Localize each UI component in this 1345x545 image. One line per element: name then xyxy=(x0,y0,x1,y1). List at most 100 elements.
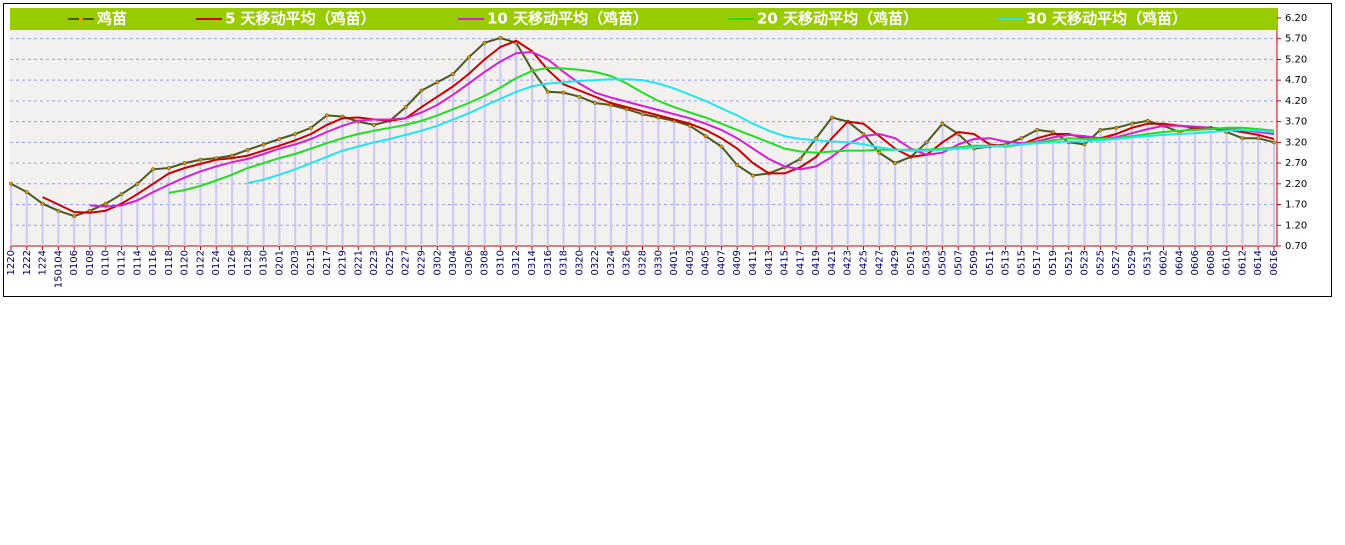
bar xyxy=(499,37,502,247)
x-tick-label: 0531 xyxy=(1143,250,1154,275)
bar xyxy=(120,194,123,246)
point-marker xyxy=(703,134,708,139)
bar xyxy=(88,210,91,246)
point-marker xyxy=(309,125,313,130)
point-marker xyxy=(72,214,77,219)
point-marker xyxy=(277,137,282,141)
point-marker xyxy=(482,40,487,45)
bar xyxy=(215,158,218,246)
bar xyxy=(1225,131,1228,246)
x-tick-label: 0110 xyxy=(101,250,112,275)
x-tick-label: 1220 xyxy=(6,250,17,275)
point-marker xyxy=(198,157,203,162)
x-tick-label: 0120 xyxy=(180,250,191,275)
x-tick-label: 0612 xyxy=(1237,250,1248,275)
bar xyxy=(1083,144,1086,246)
x-tick-label: 0322 xyxy=(590,250,601,275)
x-tick-label: 0221 xyxy=(353,250,364,275)
bar xyxy=(104,203,107,246)
bar xyxy=(167,168,170,246)
bar xyxy=(57,210,60,246)
x-tick-label: 0417 xyxy=(795,250,806,275)
bar xyxy=(720,146,723,246)
x-tick-label: 0328 xyxy=(638,250,649,275)
bar xyxy=(294,134,297,246)
x-tick-label: 0312 xyxy=(511,250,522,275)
bar xyxy=(973,148,976,246)
x-tick-label: 0415 xyxy=(780,250,791,275)
x-tick-label: 0201 xyxy=(274,250,285,275)
y-tick-label: 1.70 xyxy=(1285,200,1307,211)
point-marker xyxy=(182,161,187,165)
legend-label: 20 天移动平均（鸡苗） xyxy=(757,10,918,28)
bar xyxy=(1257,138,1260,246)
x-tick-label: 0203 xyxy=(290,250,301,275)
x-tick-label: 0517 xyxy=(1032,250,1043,275)
y-tick-label: 6.20 xyxy=(1285,13,1307,24)
x-tick-label: 0405 xyxy=(701,250,712,275)
bar xyxy=(1273,142,1275,246)
bar xyxy=(1020,138,1023,246)
bar xyxy=(309,127,312,246)
bar xyxy=(1099,129,1102,246)
bar xyxy=(136,183,139,246)
y-tick-label: 0.70 xyxy=(1285,241,1307,252)
bar xyxy=(941,123,944,246)
bar xyxy=(657,117,660,247)
legend-label: 30 天移动平均（鸡苗） xyxy=(1026,10,1187,28)
point-marker xyxy=(56,208,61,213)
x-tick-label: 0308 xyxy=(480,250,491,275)
x-tick-label: 0529 xyxy=(1127,250,1138,275)
bar xyxy=(909,156,912,246)
point-marker xyxy=(293,132,298,136)
point-marker xyxy=(893,161,898,165)
bar xyxy=(452,73,455,247)
x-tick-label: 0227 xyxy=(401,250,412,275)
bar xyxy=(357,121,360,246)
point-marker xyxy=(498,35,503,40)
x-tick-label: 0126 xyxy=(227,250,238,275)
point-marker xyxy=(24,190,29,194)
bar xyxy=(578,96,581,246)
bar xyxy=(420,90,423,246)
x-tick-label: 0427 xyxy=(874,250,885,275)
bar xyxy=(562,92,565,247)
x-tick-label: 0215 xyxy=(306,250,317,275)
y-tick-label: 2.70 xyxy=(1285,158,1307,169)
x-tick-label: 0225 xyxy=(385,250,396,275)
y-tick-label: 3.20 xyxy=(1285,137,1307,148)
x-tick-label: 0413 xyxy=(764,250,775,275)
bar xyxy=(1051,131,1054,246)
x-tick-label: 0521 xyxy=(1064,250,1075,275)
bar xyxy=(783,167,786,246)
bar xyxy=(736,165,739,246)
x-tick-label: 0505 xyxy=(937,250,948,275)
bar xyxy=(1146,120,1149,246)
bar xyxy=(862,134,865,246)
x-tick-label: 0217 xyxy=(322,250,333,275)
y-tick-label: 4.70 xyxy=(1285,75,1307,86)
bar xyxy=(199,159,202,246)
x-tick-label: 150104 xyxy=(53,250,64,288)
x-tick-label: 1224 xyxy=(38,250,49,275)
x-tick-label: 0128 xyxy=(243,250,254,275)
legend-bar xyxy=(10,8,1277,30)
point-marker xyxy=(1256,136,1261,141)
bar xyxy=(1036,129,1039,246)
y-tick-label: 5.20 xyxy=(1285,54,1307,65)
x-tick-label: 0501 xyxy=(906,250,917,275)
x-tick-label: 0310 xyxy=(495,250,506,275)
bar xyxy=(625,109,628,246)
point-marker xyxy=(324,113,329,118)
x-tick-label: 0306 xyxy=(464,250,475,275)
x-tick-label: 0429 xyxy=(890,250,901,275)
point-marker xyxy=(577,94,582,99)
point-marker xyxy=(593,101,598,105)
bar xyxy=(673,120,676,246)
bar xyxy=(483,42,486,246)
x-tick-label: 0407 xyxy=(716,250,727,275)
bar xyxy=(894,163,897,246)
x-tick-label: 0330 xyxy=(653,250,664,275)
